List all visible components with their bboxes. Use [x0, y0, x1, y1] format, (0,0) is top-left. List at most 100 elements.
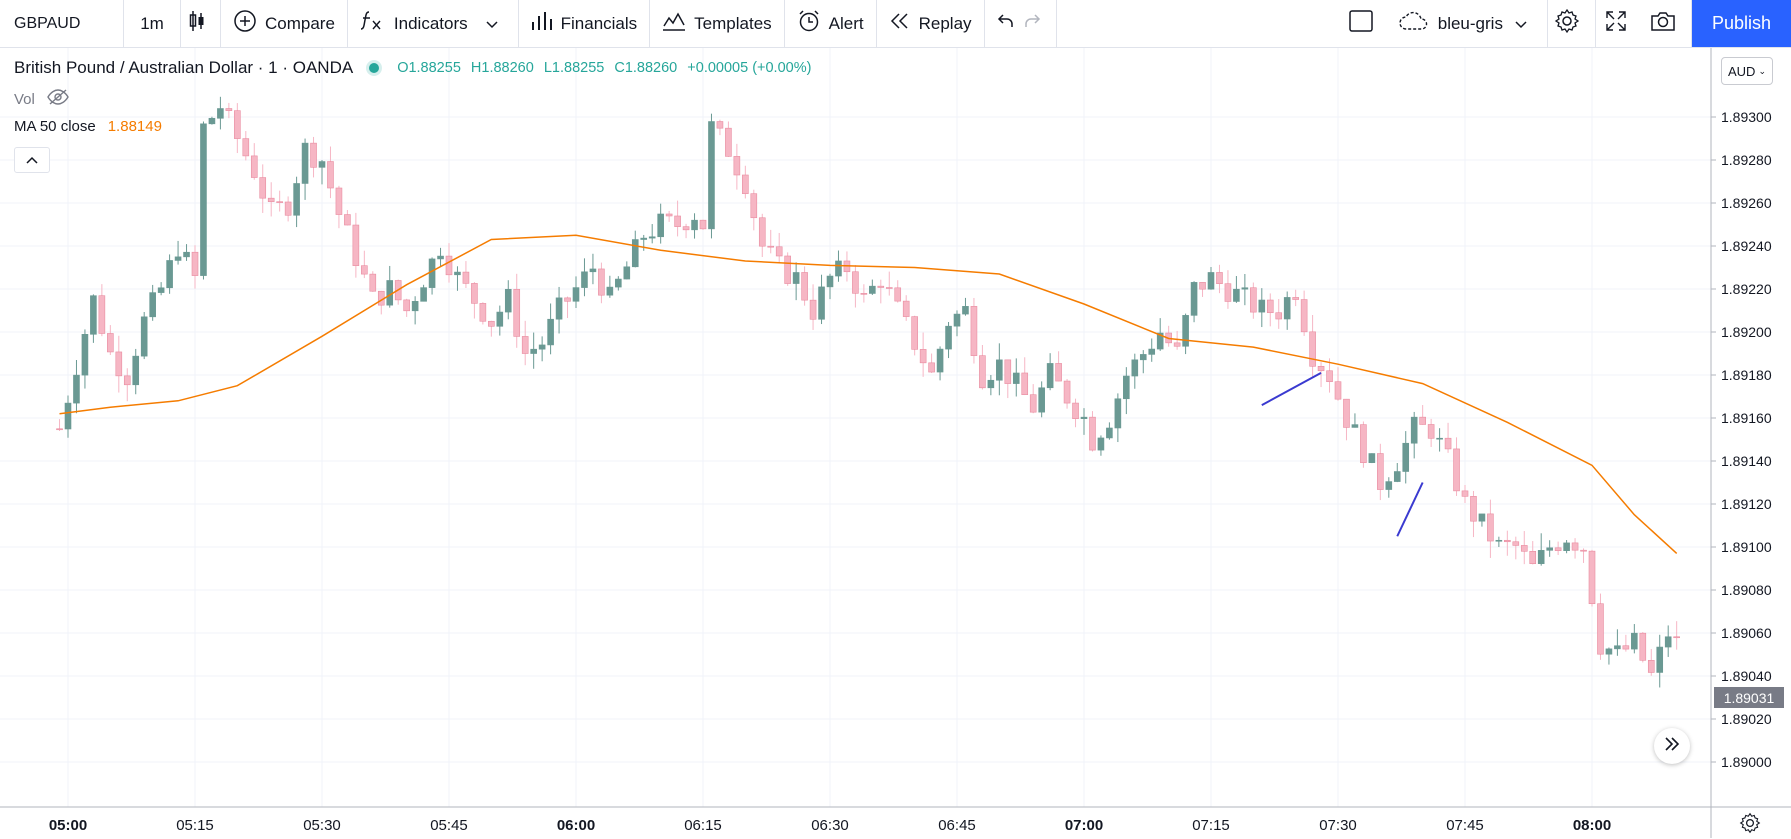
collapse-legend-button[interactable]	[14, 147, 50, 173]
candle-body	[200, 123, 207, 276]
axis-settings-button[interactable]	[1739, 812, 1761, 839]
candle-body	[73, 374, 80, 404]
candle-body	[361, 265, 368, 275]
candle-body	[606, 286, 614, 296]
candle-body	[149, 292, 156, 318]
candle-body	[1614, 645, 1621, 650]
candle-body	[1504, 539, 1511, 543]
candle-body	[521, 336, 529, 354]
time-tick-label: 08:00	[1573, 817, 1611, 834]
candle-body	[437, 255, 444, 260]
candle-body	[928, 362, 935, 373]
candle-body	[115, 351, 123, 377]
candle-body	[276, 201, 283, 203]
fullscreen-button[interactable]	[1596, 0, 1644, 47]
candle-body	[1377, 453, 1384, 490]
candle-body	[1131, 359, 1139, 377]
currency-selector[interactable]: AUD ⌄	[1721, 57, 1773, 85]
candle-body	[1512, 541, 1520, 546]
candle-body	[250, 155, 258, 178]
settings-button[interactable]	[1548, 0, 1596, 47]
market-status-dot	[369, 63, 380, 73]
chevron-down-icon[interactable]	[486, 14, 506, 34]
candle-body	[733, 156, 741, 176]
chevron-down-icon[interactable]	[1515, 14, 1535, 34]
scroll-to-realtime-button[interactable]	[1654, 728, 1690, 764]
indicators-label: Indicators	[393, 13, 468, 33]
undo-icon[interactable]	[997, 13, 1023, 34]
last-price-label: 1.89031	[1714, 687, 1784, 708]
candle-body	[1300, 299, 1308, 333]
candle-body	[1436, 437, 1443, 440]
candle-body	[1470, 496, 1477, 522]
volume-indicator-legend[interactable]: Vol	[14, 89, 69, 109]
candle-body	[174, 256, 182, 261]
candle-body	[1216, 272, 1223, 285]
low-value: L1.88255	[543, 60, 605, 76]
redo-icon[interactable]	[1023, 13, 1049, 34]
candle-body	[1241, 287, 1249, 290]
candle-body	[894, 287, 902, 302]
chart-type-button[interactable]	[181, 0, 221, 47]
candle-body	[657, 213, 664, 238]
candle-body	[471, 283, 478, 304]
candle-body	[1012, 372, 1020, 384]
compare-button[interactable]: Compare	[221, 0, 348, 47]
interval-button[interactable]: 1m	[124, 0, 181, 47]
time-tick-label: 06:30	[811, 817, 849, 834]
chart-grid	[0, 48, 1711, 807]
candle-body	[1199, 282, 1206, 290]
price-chart[interactable]: 1.89300 1.89280 1.89260 1.89240 1.89220 1.892…	[0, 48, 1791, 838]
candle-body	[504, 288, 512, 313]
candle-body	[885, 287, 893, 289]
candle-body	[479, 303, 487, 322]
time-tick-label: 07:00	[1065, 817, 1103, 834]
ma-indicator-legend[interactable]: MA 50 close 1.88149	[14, 118, 162, 135]
candle-body	[1250, 287, 1257, 313]
candle-body	[699, 219, 707, 230]
interval-label: 1m	[140, 13, 164, 33]
candle-body	[1631, 632, 1638, 650]
candle-body	[631, 239, 639, 268]
cloud-icon	[1398, 10, 1438, 37]
snapshot-button[interactable]	[1644, 0, 1692, 47]
candle-body	[301, 142, 309, 184]
candle-body	[462, 271, 470, 284]
candle-body	[1029, 394, 1037, 413]
candle-body	[835, 260, 842, 277]
candle-body	[1038, 387, 1045, 413]
indicators-button[interactable]: Indicators	[348, 0, 519, 47]
candle-body	[555, 297, 563, 320]
candle-body	[953, 313, 961, 327]
templates-button[interactable]: Templates	[650, 0, 785, 47]
templates-icon	[662, 10, 694, 37]
candle-body	[1360, 424, 1367, 463]
alert-button[interactable]: Alert	[785, 0, 877, 47]
candle-body	[979, 355, 986, 389]
bar-chart-icon	[531, 10, 561, 37]
publish-button[interactable]: Publish	[1691, 0, 1791, 47]
replay-button[interactable]: Replay	[877, 0, 985, 47]
candles-icon	[187, 10, 215, 37]
layout-name-button[interactable]: bleu-gris	[1394, 0, 1548, 47]
candle-body	[648, 236, 656, 239]
candle-body	[682, 226, 690, 231]
candle-body	[225, 108, 233, 111]
candle-body	[90, 295, 97, 335]
candle-body	[572, 287, 580, 302]
fullscreen-layout-button[interactable]	[1336, 0, 1394, 47]
candle-body	[1580, 549, 1587, 552]
candle-body	[1546, 547, 1553, 551]
symbol-search[interactable]: GBPAUD	[0, 0, 124, 47]
eye-off-icon[interactable]	[47, 89, 69, 109]
compare-label: Compare	[265, 13, 335, 33]
candle-body	[403, 299, 410, 312]
symbol-title[interactable]: British Pound / Australian Dollar · 1 · …	[14, 58, 354, 77]
financials-button[interactable]: Financials	[519, 0, 651, 47]
price-tick-label: 1.89180	[1721, 367, 1772, 383]
candle-body	[1563, 542, 1570, 551]
candle-body	[123, 375, 131, 386]
candle-body	[1207, 272, 1215, 290]
candle-body	[962, 306, 969, 315]
candle-body	[445, 255, 453, 276]
